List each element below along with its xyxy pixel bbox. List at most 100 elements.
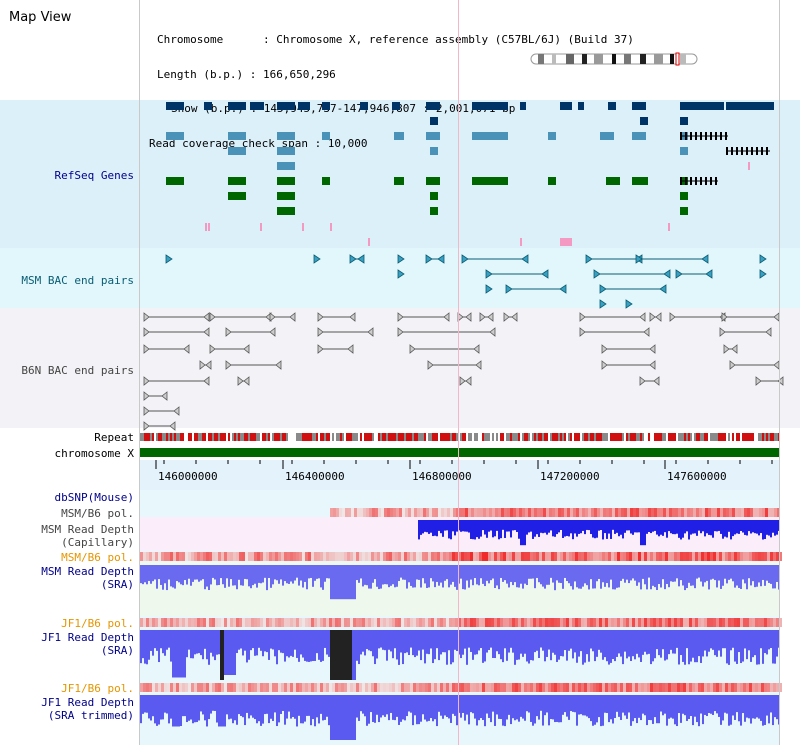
depth-bar: [362, 565, 364, 587]
pol-mark: [354, 508, 357, 517]
bac-end: [313, 254, 321, 264]
repeat-mark: [246, 433, 248, 441]
bac-end: [669, 312, 676, 322]
depth-bar: [420, 520, 422, 535]
depth-bar: [492, 565, 494, 579]
depth-saturated: [330, 630, 352, 680]
msm-sra-label-2[interactable]: (SRA): [100, 578, 134, 591]
depth-bar: [172, 565, 174, 588]
depth-bar: [592, 520, 594, 538]
pol-mark: [383, 552, 386, 561]
chromosome-label[interactable]: chromosome X: [54, 447, 134, 460]
chromosome-ideogram-icon[interactable]: [530, 52, 700, 68]
msm-sra-label-1[interactable]: MSM Read Depth: [41, 565, 134, 578]
depth-bar: [488, 695, 490, 718]
jf1-trim-label-2[interactable]: (SRA trimmed): [47, 709, 134, 722]
gene-exon: [705, 177, 707, 185]
pol-mark: [158, 683, 161, 692]
pol-mark: [497, 683, 500, 692]
depth-bar: [666, 520, 668, 538]
repeat-mark: [170, 433, 172, 441]
depth-bar: [680, 695, 682, 723]
depth-bar: [528, 630, 530, 664]
msm-cap-label-2[interactable]: (Capillary): [61, 536, 134, 549]
depth-bar: [532, 565, 534, 579]
msm-pol-label-1[interactable]: MSM/B6 pol.: [61, 507, 134, 520]
gene-exon: [277, 207, 295, 215]
jf1-pol-label-1[interactable]: JF1/B6 pol.: [61, 617, 134, 630]
repeat-mark: [454, 433, 456, 441]
depth-bar: [218, 630, 220, 655]
depth-bar: [638, 520, 640, 533]
pol-mark: [158, 618, 161, 627]
pol-mark: [221, 552, 224, 561]
depth-bar: [620, 695, 622, 720]
repeat-mark: [400, 433, 402, 441]
pol-mark: [344, 618, 347, 627]
depth-bar: [328, 695, 330, 726]
depth-bar: [496, 630, 498, 652]
gene-exon: [426, 102, 440, 110]
pol-mark: [230, 683, 233, 692]
pol-mark: [179, 683, 182, 692]
repeat-mark: [672, 433, 674, 441]
depth-bar: [568, 520, 570, 537]
pol-mark: [236, 552, 239, 561]
depth-bar: [610, 520, 612, 539]
depth-bar: [614, 630, 616, 662]
repeat-mark: [556, 433, 558, 441]
pol-mark: [638, 618, 641, 627]
repeat-mark: [650, 433, 652, 441]
jf1-sra-label-2[interactable]: (SRA): [100, 644, 134, 657]
jf1-sra-label-1[interactable]: JF1 Read Depth: [41, 631, 134, 644]
repeat-mark: [146, 433, 148, 441]
depth-bar: [536, 565, 538, 578]
msm-pol-label-2[interactable]: MSM/B6 pol.: [61, 551, 134, 564]
refseq-genes-label[interactable]: RefSeq Genes: [54, 169, 134, 182]
pol-mark: [740, 618, 743, 627]
jf1-trim-label-1[interactable]: JF1 Read Depth: [41, 696, 134, 709]
repeat-label[interactable]: Repeat: [94, 431, 134, 444]
jf1-pol-label-2[interactable]: JF1/B6 pol.: [61, 682, 134, 695]
repeat-mark: [182, 433, 184, 441]
depth-bar: [548, 565, 550, 585]
pol-mark: [221, 683, 224, 692]
pol-mark: [365, 683, 368, 692]
depth-bar: [356, 630, 358, 661]
msm-cap-label-1[interactable]: MSM Read Depth: [41, 523, 134, 536]
repeat-mark: [540, 433, 542, 441]
b6n-bac-label[interactable]: B6N BAC end pairs: [21, 364, 134, 377]
depth-bar: [142, 695, 144, 714]
repeat-mark: [492, 433, 494, 441]
depth-bar: [636, 630, 638, 654]
repeat-mark: [378, 433, 380, 441]
dbsnp-label[interactable]: dbSNP(Mouse): [54, 491, 134, 504]
pol-mark: [515, 552, 518, 561]
pol-mark: [530, 618, 533, 627]
gene-exon: [680, 102, 724, 110]
depth-bar: [592, 695, 594, 726]
repeat-mark: [206, 433, 208, 441]
pol-mark: [678, 508, 681, 517]
depth-bar: [222, 695, 224, 727]
depth-bar: [668, 695, 670, 719]
repeat-mark: [764, 433, 766, 441]
pol-mark: [638, 552, 641, 561]
pol-mark: [405, 508, 408, 517]
pol-mark: [716, 683, 719, 692]
pol-mark: [701, 618, 704, 627]
repeat-mark: [690, 433, 692, 441]
pol-mark: [384, 508, 387, 517]
pol-mark: [482, 683, 485, 692]
pol-mark: [614, 552, 617, 561]
depth-bar: [498, 695, 500, 719]
depth-bar: [326, 565, 328, 579]
depth-bar: [704, 520, 706, 537]
msm-bac-label[interactable]: MSM BAC end pairs: [21, 274, 134, 287]
pol-mark: [516, 508, 519, 517]
pink-mark: [302, 223, 304, 231]
pol-mark: [650, 618, 653, 627]
repeat-mark: [532, 433, 534, 441]
depth-bar: [300, 695, 302, 724]
